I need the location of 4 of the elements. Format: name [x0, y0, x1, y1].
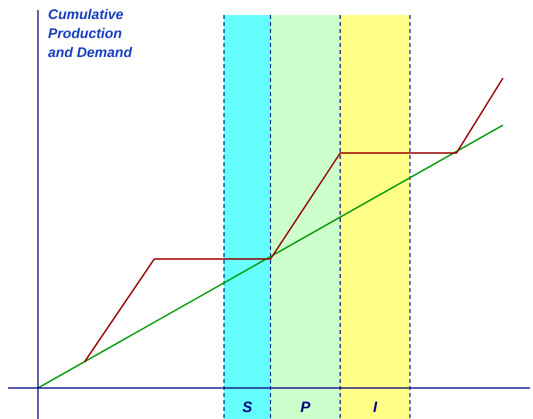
y-axis-title: Cumulative Production and Demand	[48, 6, 132, 60]
text: I	[373, 399, 378, 416]
text: P	[300, 399, 312, 416]
text: S	[242, 399, 252, 416]
